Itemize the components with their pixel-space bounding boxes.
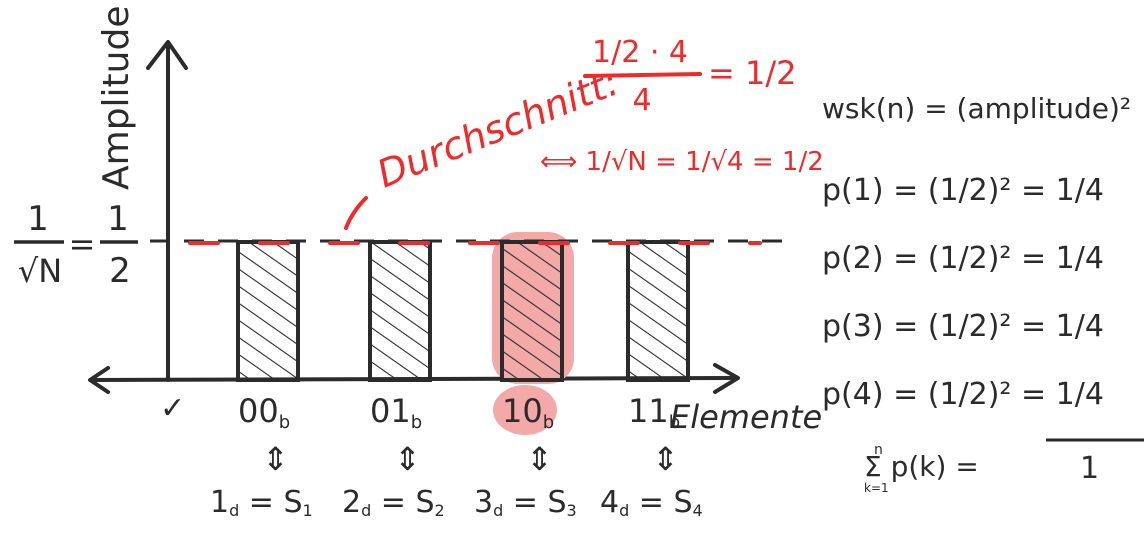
probability-line-3: p(3) = (1/2)² = 1/4 [822,309,1104,344]
x-axis-label: Elemente [670,398,822,436]
formula-definition: wsk(n) = (amplitude)² [822,92,1131,125]
probability-formulas: wsk(n) = (amplitude)² p(1) = (1/2)² = 1/… [822,92,1144,495]
svg-text:=: = [69,225,96,263]
amplitude-level-label: 1 √N = 1 2 [14,199,138,291]
sum-formula: n Σ p(k) = k=1 1 [864,438,1144,495]
svg-text:k=1: k=1 [864,481,889,495]
average-connector [344,196,368,230]
svg-text:√N: √N [18,252,62,290]
bar-state-label-1: 1d = S1 [210,485,313,520]
svg-text:1: 1 [1080,451,1099,486]
bar-state-label-3: 3d = S3 [474,485,577,520]
y-axis-arrowhead [146,40,188,70]
bar-binary-label-1: 00b [238,392,290,433]
bar-mapping-arrow-3: ⇕ [526,440,553,478]
svg-text:4: 4 [632,83,651,118]
y-axis-label: Amplitude [96,6,137,190]
bar-1 [236,240,300,382]
bar-2 [368,240,432,382]
bar-3 [500,240,564,382]
highlight-label-3 [493,385,557,435]
svg-text:1: 1 [107,199,129,239]
bar-state-label-4: 4d = S4 [600,485,703,520]
x-axis-arrowhead [713,363,740,394]
svg-text:n: n [874,442,883,458]
average-equivalence: ⟺ 1/√N = 1/√4 = 1/2 [540,147,824,177]
bar-binary-label-3: 10b [502,392,554,433]
bar-4 [626,240,690,382]
bar-mapping-arrow-1: ⇕ [262,440,289,478]
bars [236,240,690,382]
probability-line-1: p(1) = (1/2)² = 1/4 [822,173,1104,208]
probability-line-2: p(2) = (1/2)² = 1/4 [822,241,1104,276]
svg-text:Σ p(k) =: Σ p(k) = [864,450,979,483]
svg-text:1/2 · 4: 1/2 · 4 [592,35,688,70]
bar-binary-label-2: 01b [370,392,422,433]
probability-line-4: p(4) = (1/2)² = 1/4 [822,377,1104,412]
svg-text:2: 2 [109,251,131,291]
bar-state-label-2: 2d = S2 [342,485,445,520]
bar-mapping-arrow-4: ⇕ [652,440,679,478]
origin-mark: ✓ [160,391,185,426]
x-axis-left-arrowhead [88,366,110,394]
bar-mapping-arrow-2: ⇕ [394,440,421,478]
svg-text:1: 1 [27,199,49,239]
svg-text:= 1/2: = 1/2 [708,54,796,92]
average-fraction: 1/2 · 4 4 = 1/2 [583,35,796,118]
